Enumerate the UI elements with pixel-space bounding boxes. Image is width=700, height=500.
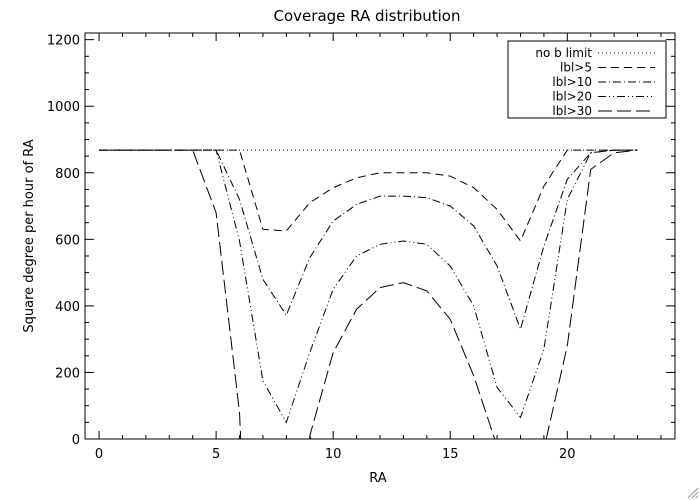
y-tick-label: 0 (72, 433, 80, 448)
y-tick-label: 800 (55, 167, 80, 182)
y-tick-label: 600 (55, 233, 80, 248)
y-tick-label: 400 (55, 300, 80, 315)
series-line (99, 149, 638, 424)
legend-label: lbl>30 (552, 104, 592, 118)
y-tick-label: 1000 (47, 100, 80, 115)
series-line (545, 149, 638, 440)
x-tick-label: 10 (325, 447, 342, 462)
y-axis-label: Square degree per hour of RA (22, 139, 37, 332)
legend-label: lbl>10 (552, 75, 592, 89)
legend-label: lbl>20 (552, 90, 592, 104)
y-axis: 0 200 400 600 800 1000 1200 (47, 34, 675, 448)
series-lines (99, 149, 638, 440)
x-tick-label: 0 (95, 447, 103, 462)
resize-grip-icon[interactable] (687, 487, 699, 499)
x-axis-label: RA (369, 471, 387, 486)
legend-label: no b limit (535, 46, 592, 60)
series-line (99, 149, 242, 440)
series-line (99, 149, 638, 331)
chart-title: Coverage RA distribution (274, 7, 461, 25)
series-line (309, 282, 496, 440)
y-tick-label: 1200 (47, 34, 80, 49)
x-tick-label: 5 (212, 447, 220, 462)
x-tick-label: 15 (442, 447, 459, 462)
legend-box (507, 40, 667, 119)
x-tick-label: 20 (559, 447, 576, 462)
legend-label: lbl>5 (560, 61, 592, 75)
x-axis: 0 5 10 15 20 (95, 33, 662, 462)
y-tick-label: 200 (55, 366, 80, 381)
